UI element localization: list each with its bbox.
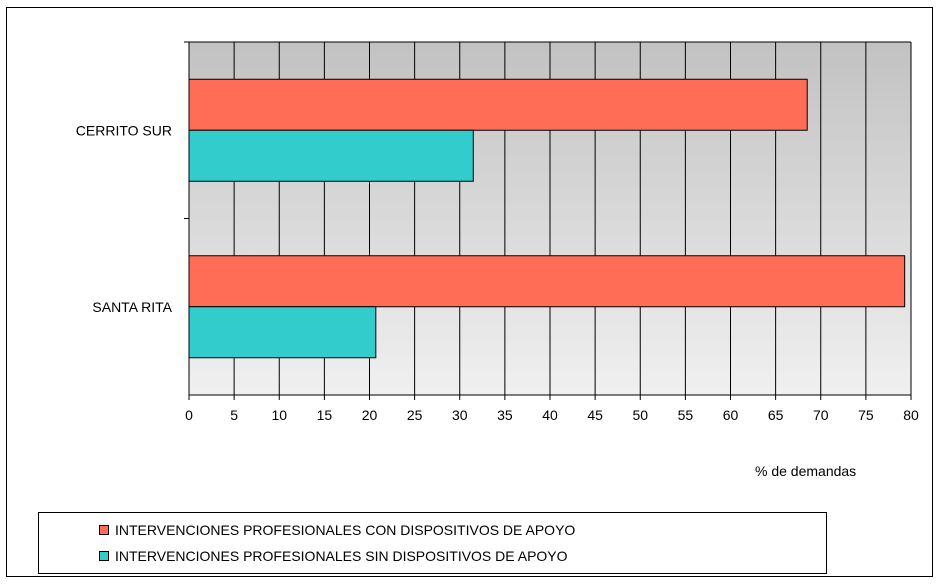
x-tick-label-9: 45 (587, 407, 603, 423)
legend-swatch-sin (99, 551, 109, 561)
legend-swatch-con (99, 525, 109, 535)
x-tick-label-6: 30 (452, 407, 468, 423)
bar-1-1 (188, 306, 377, 359)
x-tick-label-1: 5 (230, 407, 238, 423)
x-tick-label-0: 0 (185, 407, 193, 423)
x-tick-label-2: 10 (271, 407, 287, 423)
legend-label-con: INTERVENCIONES PROFESIONALES CON DISPOSI… (115, 522, 576, 538)
legend-label-sin: INTERVENCIONES PROFESIONALES SIN DISPOSI… (115, 548, 568, 564)
x-tick-label-8: 40 (542, 407, 558, 423)
x-tick-label-5: 25 (407, 407, 423, 423)
x-tick-label-16: 80 (903, 407, 919, 423)
x-tick-label-11: 55 (678, 407, 694, 423)
bar-0-1 (188, 129, 474, 182)
bar-1-0 (188, 255, 906, 308)
x-tick-label-4: 20 (362, 407, 378, 423)
x-tick-label-15: 75 (858, 407, 874, 423)
legend: INTERVENCIONES PROFESIONALES CON DISPOSI… (38, 512, 827, 574)
x-axis-title: % de demandas (755, 463, 856, 479)
legend-item-con: INTERVENCIONES PROFESIONALES CON DISPOSI… (99, 521, 575, 539)
category-label-0: CERRITO SUR (76, 122, 172, 138)
x-tick-label-7: 35 (497, 407, 513, 423)
x-tick-label-12: 60 (723, 407, 739, 423)
bar-0-0 (188, 78, 808, 131)
x-tick-label-13: 65 (768, 407, 784, 423)
x-tick-label-14: 70 (813, 407, 829, 423)
legend-item-sin: INTERVENCIONES PROFESIONALES SIN DISPOSI… (99, 547, 568, 565)
x-tick-label-3: 15 (317, 407, 333, 423)
category-label-1: SANTA RITA (92, 299, 172, 315)
x-tick-label-10: 50 (632, 407, 648, 423)
